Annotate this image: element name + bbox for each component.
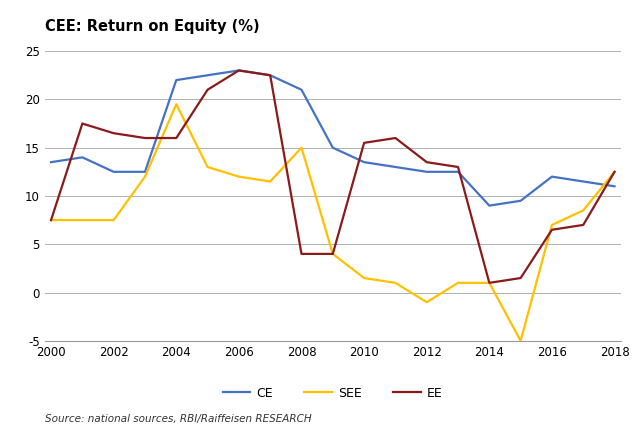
SEE [298,145,305,150]
CE [329,145,337,150]
EE [329,251,337,256]
EE [79,121,86,126]
EE [516,276,524,281]
Text: CEE: Return on Equity (%): CEE: Return on Equity (%) [45,19,259,34]
Text: Source: national sources, RBI/Raiffeisen RESEARCH: Source: national sources, RBI/Raiffeisen… [45,414,312,424]
EE [548,227,556,232]
EE [423,160,431,165]
SEE [266,179,274,184]
EE [47,218,55,223]
CE [392,164,399,170]
SEE [423,299,431,305]
CE [47,160,55,165]
SEE [141,174,149,179]
EE [110,131,118,136]
SEE [516,338,524,343]
EE [360,140,368,145]
EE [486,280,493,285]
SEE [611,169,618,174]
CE [79,155,86,160]
EE [611,169,618,174]
EE [579,222,587,227]
SEE [79,218,86,223]
CE [516,198,524,203]
CE [579,179,587,184]
SEE [235,174,243,179]
SEE [548,222,556,227]
CE [235,68,243,73]
CE [611,184,618,189]
Line: EE: EE [51,70,614,283]
EE [204,87,211,92]
CE [141,169,149,174]
CE [360,160,368,165]
SEE [172,102,180,107]
EE [172,135,180,141]
SEE [329,251,337,256]
SEE [110,218,118,223]
EE [266,73,274,78]
SEE [204,164,211,170]
SEE [486,280,493,285]
SEE [454,280,462,285]
CE [548,174,556,179]
EE [392,135,399,141]
CE [454,169,462,174]
Legend: CE, SEE, EE: CE, SEE, EE [218,382,448,405]
SEE [47,218,55,223]
EE [141,135,149,141]
SEE [360,276,368,281]
CE [423,169,431,174]
EE [454,164,462,170]
EE [298,251,305,256]
SEE [392,280,399,285]
Line: SEE: SEE [51,104,614,341]
CE [204,73,211,78]
CE [298,87,305,92]
Line: CE: CE [51,70,614,206]
CE [266,73,274,78]
CE [172,78,180,83]
CE [110,169,118,174]
CE [486,203,493,208]
SEE [579,208,587,213]
EE [235,68,243,73]
